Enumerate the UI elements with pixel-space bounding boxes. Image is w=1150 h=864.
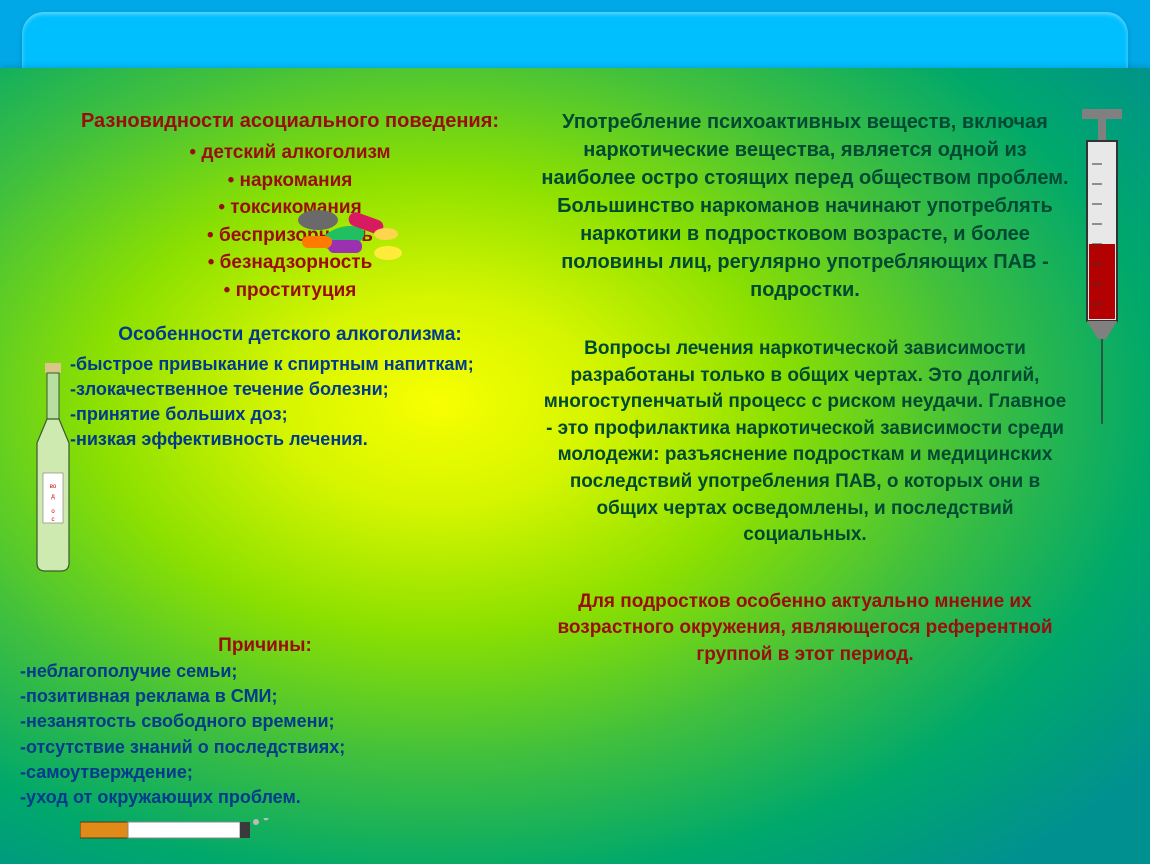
features-body: -быстрое привыкание к спиртным напиткам;… <box>70 352 510 453</box>
features-heading: Особенности детского алкоголизма: <box>70 322 510 348</box>
causes-body: -неблагополучие семьи; -позитивная рекла… <box>20 659 510 810</box>
right-column: Употребление психоактивных веществ, вклю… <box>540 108 1070 669</box>
causes-heading: Причины: <box>20 635 510 657</box>
pills-icon <box>288 198 418 268</box>
paragraph-reference-group: Для подростков особенно актуально мнение… <box>540 589 1070 669</box>
causes-block: Причины: -неблагополучие семьи; -позитив… <box>20 623 510 810</box>
bottle-icon: во д о с <box>25 363 81 573</box>
svg-text:д: д <box>51 494 55 500</box>
paragraph-treatment: Вопросы лечения наркотической зависимост… <box>540 336 1070 549</box>
left-column: Разновидности асоциального поведения: де… <box>70 108 510 453</box>
paragraph-substances: Употребление психоактивных веществ, вклю… <box>540 108 1070 304</box>
varieties-title: Разновидности асоциального поведения: <box>70 108 510 135</box>
svg-text:во: во <box>50 484 57 490</box>
syringe-icon <box>1072 104 1132 434</box>
list-item: детский алкоголизм <box>70 139 510 167</box>
svg-text:с: с <box>52 517 55 523</box>
slide-body: Разновидности асоциального поведения: де… <box>0 68 1150 864</box>
cigarette-icon <box>80 818 290 842</box>
list-item: наркомания <box>70 167 510 195</box>
list-item: проституция <box>70 277 510 305</box>
